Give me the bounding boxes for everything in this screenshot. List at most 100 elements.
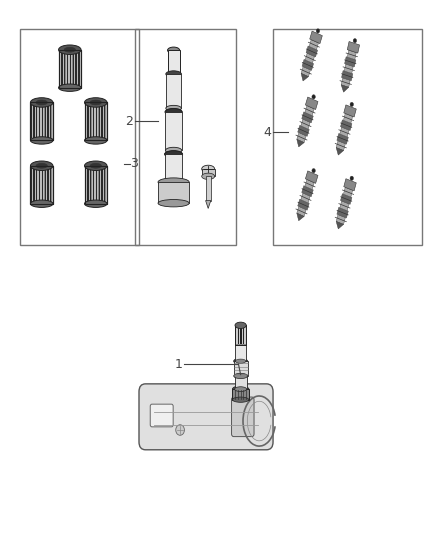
Ellipse shape: [165, 179, 182, 185]
Ellipse shape: [31, 98, 53, 107]
Bar: [85, 168, 86, 201]
Bar: [59, 52, 60, 86]
Polygon shape: [305, 171, 318, 183]
Ellipse shape: [236, 359, 246, 364]
Bar: [42, 168, 43, 201]
Bar: [77, 52, 78, 86]
Ellipse shape: [90, 164, 101, 168]
Bar: [89, 168, 90, 201]
Bar: [75, 52, 77, 86]
Ellipse shape: [36, 100, 47, 105]
Ellipse shape: [235, 387, 247, 392]
Ellipse shape: [165, 151, 183, 158]
Circle shape: [350, 176, 353, 180]
Bar: [67, 52, 68, 86]
Polygon shape: [345, 56, 356, 67]
Bar: [100, 104, 101, 139]
Bar: [94, 104, 95, 139]
Ellipse shape: [235, 322, 246, 328]
Bar: [96, 168, 97, 201]
Bar: [35, 104, 36, 139]
Text: 1: 1: [174, 358, 182, 370]
Bar: [235, 327, 236, 344]
Polygon shape: [305, 97, 318, 109]
Polygon shape: [336, 221, 343, 229]
Ellipse shape: [31, 137, 53, 144]
Bar: [238, 327, 239, 344]
Polygon shape: [306, 46, 318, 57]
Bar: [235, 325, 246, 345]
Bar: [240, 327, 241, 344]
Ellipse shape: [166, 109, 182, 115]
Bar: [168, 50, 180, 74]
Ellipse shape: [90, 100, 101, 105]
Polygon shape: [305, 53, 314, 63]
Polygon shape: [297, 213, 304, 221]
Bar: [106, 104, 107, 139]
Circle shape: [350, 102, 353, 107]
FancyBboxPatch shape: [232, 397, 254, 437]
Polygon shape: [336, 148, 343, 155]
Bar: [85, 102, 107, 140]
Bar: [70, 52, 71, 86]
Bar: [85, 104, 86, 139]
Polygon shape: [301, 193, 310, 203]
Text: 3: 3: [131, 157, 138, 170]
Bar: [101, 168, 102, 201]
Bar: [103, 168, 104, 201]
Polygon shape: [342, 70, 353, 80]
Bar: [46, 104, 47, 139]
Bar: [93, 168, 94, 201]
Circle shape: [312, 168, 315, 173]
Ellipse shape: [234, 373, 247, 378]
Polygon shape: [341, 85, 349, 92]
Bar: [31, 166, 53, 204]
Bar: [99, 104, 100, 139]
Bar: [241, 327, 242, 344]
Polygon shape: [298, 199, 309, 210]
Polygon shape: [336, 141, 346, 150]
Polygon shape: [305, 180, 314, 189]
Bar: [47, 168, 49, 201]
Bar: [158, 182, 189, 203]
Bar: [94, 168, 95, 201]
Polygon shape: [347, 42, 360, 53]
Bar: [68, 52, 70, 86]
Bar: [205, 176, 211, 200]
Ellipse shape: [59, 84, 81, 91]
Bar: [85, 102, 107, 140]
Ellipse shape: [168, 71, 180, 77]
Ellipse shape: [31, 200, 53, 207]
Bar: [31, 168, 32, 201]
Bar: [31, 166, 53, 204]
Polygon shape: [301, 74, 308, 81]
Bar: [38, 104, 39, 139]
Bar: [100, 168, 101, 201]
Bar: [97, 104, 99, 139]
Ellipse shape: [64, 47, 75, 52]
Bar: [86, 104, 87, 139]
Polygon shape: [340, 127, 349, 137]
Polygon shape: [301, 119, 310, 129]
Polygon shape: [298, 125, 309, 136]
Bar: [35, 168, 36, 201]
Bar: [101, 104, 102, 139]
Bar: [47, 104, 49, 139]
Polygon shape: [336, 215, 346, 224]
Polygon shape: [310, 31, 322, 44]
Bar: [166, 74, 181, 108]
Bar: [64, 52, 65, 86]
Bar: [103, 104, 104, 139]
Bar: [78, 52, 80, 86]
Bar: [33, 104, 35, 139]
Bar: [104, 168, 106, 201]
Polygon shape: [341, 78, 350, 87]
Circle shape: [316, 29, 320, 33]
Polygon shape: [302, 59, 314, 70]
Bar: [31, 102, 53, 140]
Polygon shape: [343, 187, 353, 197]
Bar: [32, 104, 33, 139]
Ellipse shape: [233, 386, 249, 392]
Polygon shape: [302, 112, 313, 123]
Bar: [236, 327, 237, 344]
